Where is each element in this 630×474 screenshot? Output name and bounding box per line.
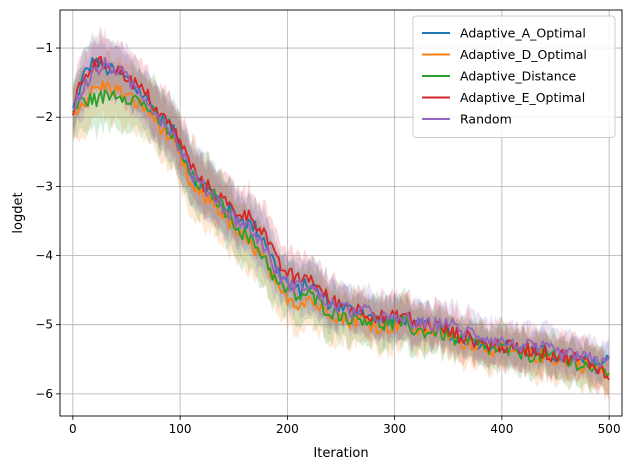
x-axis-label: Iteration <box>313 446 368 461</box>
x-tick-label: 100 <box>169 422 192 436</box>
x-tick-label: 400 <box>490 422 513 436</box>
legend-box <box>412 15 616 138</box>
y-tick-label: −4 <box>35 249 53 263</box>
x-tick-label: 500 <box>598 422 621 436</box>
y-tick-label: −1 <box>35 41 53 55</box>
x-tick-label: 300 <box>383 422 406 436</box>
axis-ticks: 0 100 200 300 400 500 −6 −5 −4 −3 −2 −1 <box>35 41 620 436</box>
legend-label: Adaptive_Distance <box>460 69 577 84</box>
band-Adaptive_D_Optimal <box>72 48 610 403</box>
x-tick-label: 0 <box>69 422 77 436</box>
plot-frame <box>59 9 623 417</box>
legend-label: Random <box>460 112 512 127</box>
y-tick-label: −3 <box>35 179 53 193</box>
y-tick-label: −6 <box>35 387 53 401</box>
series-line-Adaptive_E_Optimal <box>72 55 610 381</box>
y-tick-label: −5 <box>35 318 53 332</box>
legend-label: Adaptive_A_Optimal <box>460 26 586 41</box>
band-Random <box>72 27 610 386</box>
x-tick-label: 200 <box>276 422 299 436</box>
legend-label: Adaptive_E_Optimal <box>460 90 585 105</box>
y-axis-label: logdet <box>11 192 26 233</box>
legend-label: Adaptive_D_Optimal <box>460 47 587 62</box>
series-lines <box>72 55 610 381</box>
legend: Adaptive_A_Optimal Adaptive_D_Optimal Adap… <box>412 15 616 138</box>
series-line-Random <box>72 57 610 368</box>
y-tick-label: −2 <box>35 110 53 124</box>
